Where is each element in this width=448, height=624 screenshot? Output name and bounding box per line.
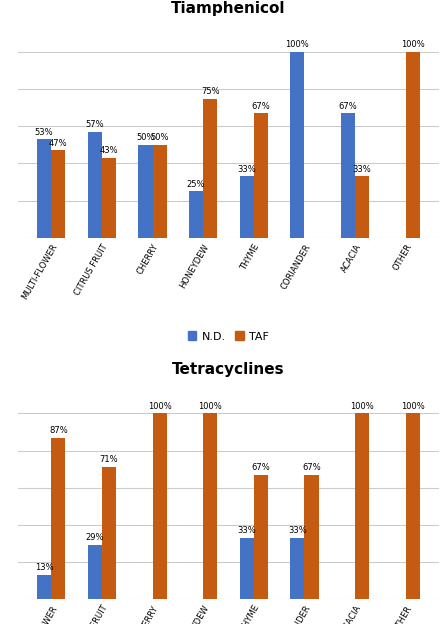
Text: 33%: 33% (237, 526, 256, 535)
Bar (152, 414, 167, 599)
Text: 100%: 100% (148, 402, 172, 411)
Bar (37, 139, 51, 238)
Bar (240, 177, 254, 238)
Text: 50%: 50% (151, 133, 169, 142)
Text: 67%: 67% (339, 102, 358, 110)
Bar (341, 114, 355, 238)
Bar (290, 52, 305, 238)
Text: 29%: 29% (86, 534, 104, 542)
Bar (88, 545, 102, 599)
Text: 100%: 100% (401, 402, 425, 411)
Bar (240, 538, 254, 599)
Bar (102, 467, 116, 599)
Bar (88, 132, 102, 238)
Text: 43%: 43% (99, 146, 118, 155)
Bar (51, 150, 65, 238)
Bar (406, 414, 420, 599)
Text: 100%: 100% (350, 402, 374, 411)
Text: 47%: 47% (49, 139, 68, 148)
Text: 67%: 67% (302, 463, 321, 472)
Text: 67%: 67% (251, 463, 270, 472)
Text: 50%: 50% (136, 133, 155, 142)
Bar (37, 575, 51, 599)
Bar (355, 414, 369, 599)
Text: 25%: 25% (187, 180, 205, 188)
Bar (355, 177, 369, 238)
Text: 67%: 67% (251, 102, 270, 110)
Bar (406, 52, 420, 238)
Legend: N.D., TAF: N.D., TAF (183, 327, 274, 346)
Text: 33%: 33% (288, 526, 307, 535)
Bar (152, 145, 167, 238)
Text: 75%: 75% (201, 87, 220, 95)
Bar (290, 538, 305, 599)
Text: 87%: 87% (49, 426, 68, 435)
Title: Tetracyclines: Tetracyclines (172, 363, 285, 378)
Text: 100%: 100% (198, 402, 222, 411)
Text: 100%: 100% (401, 41, 425, 49)
Bar (203, 414, 217, 599)
Bar (102, 158, 116, 238)
Bar (189, 192, 203, 238)
Text: 71%: 71% (99, 456, 118, 464)
Text: 100%: 100% (285, 41, 309, 49)
Text: 13%: 13% (35, 563, 53, 572)
Text: 33%: 33% (353, 165, 371, 173)
Bar (305, 475, 319, 599)
Text: 53%: 53% (35, 127, 53, 137)
Bar (203, 99, 217, 238)
Text: 33%: 33% (237, 165, 256, 173)
Bar (254, 114, 268, 238)
Bar (51, 437, 65, 599)
Text: 57%: 57% (86, 120, 104, 129)
Bar (138, 145, 152, 238)
Title: Tiamphenicol: Tiamphenicol (171, 1, 286, 16)
Bar (254, 475, 268, 599)
